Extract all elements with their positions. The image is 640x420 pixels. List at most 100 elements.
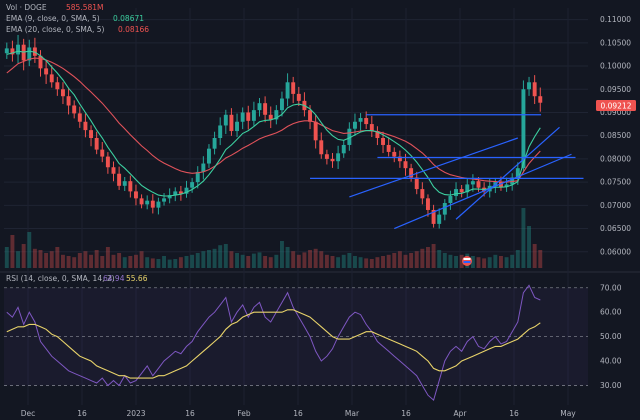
volume-bar xyxy=(425,247,430,268)
volume-bar xyxy=(10,235,15,268)
candle-body xyxy=(10,48,15,55)
volume-bar xyxy=(538,250,543,268)
candle-body xyxy=(515,168,520,178)
volume-bar xyxy=(296,254,301,268)
candle-body xyxy=(279,98,284,111)
candle-body xyxy=(111,167,116,174)
candle-body xyxy=(510,177,515,185)
candle-body xyxy=(178,191,183,194)
volume-bar xyxy=(72,257,77,268)
volume-bar xyxy=(386,254,391,268)
volume-bar xyxy=(482,258,487,268)
volume-bar xyxy=(38,250,43,268)
candle-body xyxy=(263,103,268,115)
candle-body xyxy=(336,153,341,162)
volume-bar xyxy=(515,250,520,268)
volume-bar xyxy=(397,251,402,268)
candle-body xyxy=(425,198,430,210)
volume-bar xyxy=(162,256,167,268)
volume-bar xyxy=(487,257,492,268)
candle-body xyxy=(465,184,470,193)
volume-bar xyxy=(330,256,335,268)
volume-bar xyxy=(49,251,54,268)
candle-body xyxy=(442,203,447,215)
volume-bar xyxy=(470,256,475,268)
volume-bar xyxy=(381,256,386,268)
volume-bar xyxy=(375,257,380,268)
volume-bar xyxy=(111,254,116,268)
volume-bar xyxy=(55,247,60,268)
candle-body xyxy=(330,158,335,162)
volume-bar xyxy=(257,252,262,268)
candle-body xyxy=(369,124,374,132)
volume-bar xyxy=(392,253,397,268)
volume-bar xyxy=(431,244,436,268)
volume-bar xyxy=(89,254,94,268)
channel-line[interactable] xyxy=(455,126,560,220)
price-tick-label: 0.11000 xyxy=(600,15,631,24)
volume-bar xyxy=(77,253,82,268)
candle-body xyxy=(454,189,459,197)
price-tick-label: 0.09000 xyxy=(600,108,631,117)
volume-bar xyxy=(403,254,408,268)
volume-bar xyxy=(117,253,122,268)
candle-body xyxy=(156,201,161,208)
volume-bar xyxy=(504,257,509,268)
time-axis: Dec 16 2023 16 Feb 16 Mar 16 Apr 16 May xyxy=(21,409,577,418)
candle-body xyxy=(60,89,65,97)
price-tick-label: 0.06000 xyxy=(600,247,631,256)
candle-body xyxy=(274,110,279,120)
candle-body xyxy=(437,214,442,224)
volume-bar xyxy=(16,251,21,268)
grid-lines xyxy=(0,8,640,405)
time-tick-label: 16 xyxy=(77,409,87,418)
candle-body xyxy=(44,68,49,75)
volume-bar xyxy=(246,256,251,268)
candle-body xyxy=(347,128,352,145)
ema9-line xyxy=(6,50,541,197)
channel-line[interactable] xyxy=(349,137,519,198)
volume-bar xyxy=(83,251,88,268)
ema20-legend-label: EMA (20, close, 0, SMA, 5) xyxy=(6,25,104,34)
volume-bar xyxy=(274,254,279,268)
candle-body xyxy=(341,144,346,154)
price-tick-label: 0.07500 xyxy=(600,178,631,187)
volume-bar xyxy=(229,251,234,268)
time-tick-label: 16 xyxy=(509,409,519,418)
candle-body xyxy=(527,82,532,90)
candlesticks xyxy=(4,34,543,229)
volume-bar xyxy=(44,253,49,268)
volume-bar xyxy=(195,253,200,268)
candle-body xyxy=(364,118,369,125)
candle-body xyxy=(257,103,262,111)
candle-body xyxy=(83,121,88,131)
rsi-ma-legend-value: 55.66 xyxy=(126,274,148,283)
candle-body xyxy=(504,184,509,187)
volume-bar xyxy=(437,250,442,268)
volume-bar xyxy=(291,251,296,268)
volume-legend-label: Vol · DOGE xyxy=(6,3,47,12)
volume-bar xyxy=(66,256,71,268)
volume-bar xyxy=(442,253,447,268)
candle-body xyxy=(133,191,138,199)
ema-lines xyxy=(6,50,541,197)
volume-bar xyxy=(358,257,363,268)
volume-bar xyxy=(27,232,32,268)
volume-bar xyxy=(122,257,127,268)
candle-body xyxy=(397,156,402,162)
time-tick-label: Dec xyxy=(21,409,36,418)
channel-line[interactable] xyxy=(394,153,572,230)
volume-bar xyxy=(448,254,453,268)
volume-bar xyxy=(60,254,65,268)
candle-body xyxy=(476,181,481,188)
flag-icon[interactable] xyxy=(462,256,472,266)
rsi-legend-value: 64.94 xyxy=(103,274,125,283)
candle-body xyxy=(403,161,408,169)
volume-bar xyxy=(364,258,369,268)
volume-bar xyxy=(319,251,324,268)
candle-body xyxy=(49,74,54,83)
ema20-legend-value: 0.08166 xyxy=(118,25,149,34)
candle-body xyxy=(195,171,200,183)
